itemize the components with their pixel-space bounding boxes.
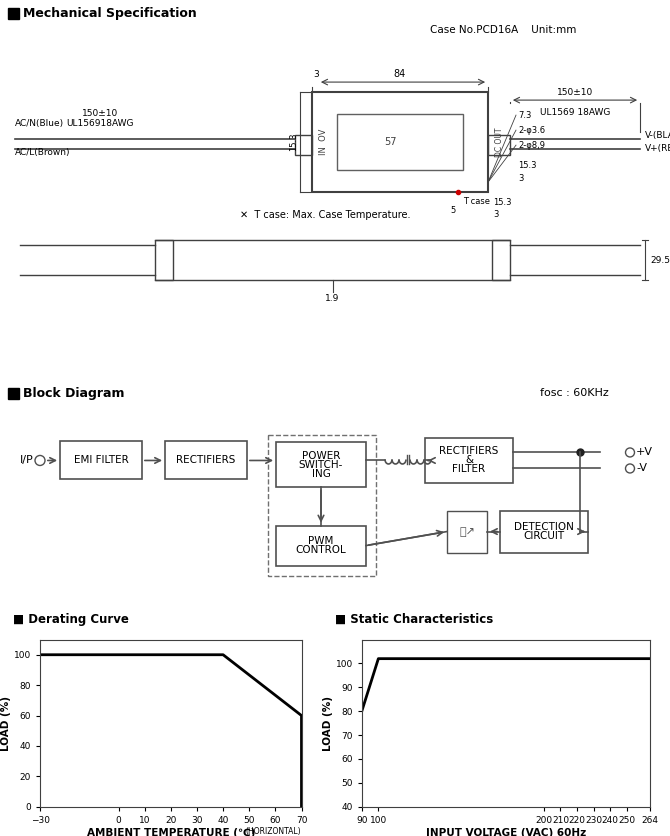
Bar: [155, 240, 173, 280]
Text: 7.3: 7.3: [518, 110, 531, 120]
Bar: [276, 526, 366, 566]
Text: POWER: POWER: [302, 451, 340, 461]
Text: EMI FILTER: EMI FILTER: [74, 456, 129, 466]
Text: UL156918AWG: UL156918AWG: [66, 119, 134, 128]
Text: V+(RED): V+(RED): [645, 144, 670, 153]
Text: (HORIZONTAL): (HORIZONTAL): [246, 827, 302, 836]
Bar: [492, 240, 510, 280]
Text: CONTROL: CONTROL: [295, 545, 346, 555]
Text: T case: T case: [463, 197, 490, 206]
Text: 2-φ3.6: 2-φ3.6: [518, 125, 545, 135]
Text: CIRCUIT: CIRCUIT: [523, 531, 565, 541]
Bar: [8, 8, 19, 19]
Text: 2-φ8,9: 2-φ8,9: [518, 140, 545, 150]
Text: 15.3: 15.3: [518, 161, 537, 170]
Text: 3: 3: [313, 70, 319, 79]
Text: 15.3: 15.3: [289, 133, 298, 151]
Text: UL1569 18AWG: UL1569 18AWG: [540, 108, 610, 117]
Text: &: &: [465, 456, 473, 466]
Text: 57: 57: [384, 137, 396, 147]
Text: ■ Static Characteristics: ■ Static Characteristics: [335, 613, 493, 626]
Text: FILTER: FILTER: [452, 465, 486, 475]
Text: I/P: I/P: [20, 456, 34, 466]
Bar: [8, 389, 19, 400]
X-axis label: AMBIENT TEMPERATURE (℃): AMBIENT TEMPERATURE (℃): [86, 828, 255, 836]
Text: ING: ING: [312, 469, 330, 479]
Text: 3: 3: [493, 210, 498, 219]
Text: AC/N(Blue): AC/N(Blue): [15, 119, 64, 128]
Y-axis label: LOAD (%): LOAD (%): [323, 696, 333, 751]
Text: V-(BLACK): V-(BLACK): [645, 130, 670, 140]
Text: SWITCH-: SWITCH-: [299, 460, 343, 470]
Bar: [276, 442, 366, 487]
Text: ✕  T case: Max. Case Temperature.: ✕ T case: Max. Case Temperature.: [240, 210, 411, 220]
Text: Case No.PCD16A    Unit:mm: Case No.PCD16A Unit:mm: [430, 25, 576, 35]
Text: RECTIFIERS: RECTIFIERS: [176, 456, 236, 466]
Text: 15.3: 15.3: [493, 197, 511, 206]
Text: 3: 3: [518, 174, 523, 183]
X-axis label: INPUT VOLTAGE (VAC) 60Hz: INPUT VOLTAGE (VAC) 60Hz: [425, 828, 586, 836]
Text: ■ Derating Curve: ■ Derating Curve: [13, 613, 129, 626]
Bar: [295, 135, 312, 155]
Text: AC/L(Brown): AC/L(Brown): [15, 148, 70, 157]
Text: DETECTION: DETECTION: [514, 522, 574, 532]
Y-axis label: LOAD (%): LOAD (%): [1, 696, 11, 751]
Bar: [488, 135, 510, 155]
Bar: [425, 438, 513, 483]
Bar: [268, 436, 376, 576]
Bar: [312, 92, 488, 192]
Text: PWM: PWM: [308, 536, 334, 546]
Text: RECTIFIERS: RECTIFIERS: [440, 446, 498, 456]
Text: DC OUT: DC OUT: [494, 127, 503, 157]
Text: fosc : 60KHz: fosc : 60KHz: [540, 389, 609, 399]
Text: 150±10: 150±10: [557, 88, 593, 97]
Text: +V: +V: [636, 447, 653, 457]
Text: ⟋↗: ⟋↗: [459, 527, 475, 537]
Text: 84: 84: [394, 69, 406, 79]
Text: 29.5: 29.5: [650, 256, 670, 265]
Bar: [447, 511, 487, 553]
Text: Mechanical Specification: Mechanical Specification: [23, 7, 197, 19]
Bar: [165, 441, 247, 480]
Text: -V: -V: [636, 463, 647, 473]
Bar: [60, 441, 142, 480]
Text: 5: 5: [450, 206, 456, 215]
Text: IN  OV: IN OV: [320, 129, 328, 155]
Bar: [500, 511, 588, 553]
Text: Block Diagram: Block Diagram: [23, 387, 125, 400]
Text: 1.9: 1.9: [326, 294, 340, 303]
Bar: [337, 115, 463, 171]
Text: 150±10: 150±10: [82, 110, 118, 118]
